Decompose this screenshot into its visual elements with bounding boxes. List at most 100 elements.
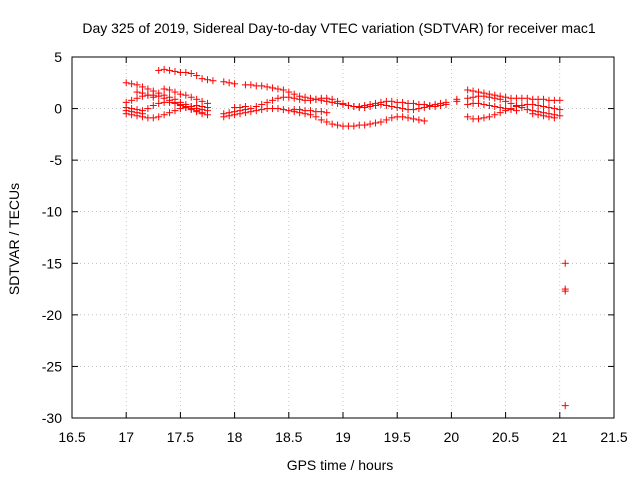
- data-point: [220, 113, 228, 121]
- data-point: [334, 97, 342, 105]
- y-tick-label: 0: [54, 101, 62, 117]
- x-tick-label: 19.5: [384, 429, 411, 445]
- data-point: [133, 88, 141, 96]
- data-point: [491, 94, 499, 102]
- data-point: [176, 105, 184, 113]
- data-point: [133, 94, 141, 102]
- data-point: [138, 83, 146, 91]
- x-axis-title: GPS time / hours: [287, 457, 394, 473]
- data-point: [176, 90, 184, 98]
- data-point: [323, 118, 331, 126]
- data-point: [556, 106, 564, 114]
- data-point: [556, 96, 564, 104]
- data-point: [420, 104, 428, 112]
- x-tick-label: 17: [118, 429, 134, 445]
- data-point: [399, 105, 407, 113]
- data-point: [198, 110, 206, 118]
- axis-ticks: [71, 56, 615, 419]
- data-point: [491, 111, 499, 119]
- data-point: [204, 111, 211, 119]
- data-point: [480, 92, 488, 100]
- data-point: [166, 86, 174, 94]
- data-point: [464, 86, 472, 94]
- data-point: [160, 111, 168, 119]
- data-point: [312, 95, 320, 103]
- data-point: [393, 104, 401, 112]
- data-point: [344, 101, 352, 109]
- data-point: [204, 99, 211, 107]
- data-point: [274, 105, 282, 113]
- data-point: [328, 95, 336, 103]
- data-point: [545, 104, 553, 112]
- x-tick-label: 19: [335, 429, 351, 445]
- data-point: [296, 106, 304, 114]
- data-point: [350, 103, 358, 111]
- data-point: [155, 113, 163, 121]
- y-tick-label: -15: [42, 255, 62, 271]
- data-point: [561, 287, 569, 295]
- data-point: [545, 113, 553, 121]
- data-point: [193, 95, 201, 103]
- data-point: [339, 99, 347, 107]
- data-point: [182, 68, 190, 76]
- data-point: [128, 108, 136, 116]
- data-point: [550, 114, 558, 122]
- data-point: [480, 114, 488, 122]
- data-point: [290, 94, 298, 102]
- data-point: [258, 106, 266, 114]
- y-tick-label: 5: [54, 49, 62, 65]
- data-point: [231, 111, 239, 119]
- data-point: [133, 81, 141, 89]
- data-point: [540, 103, 548, 111]
- data-point: [187, 70, 195, 78]
- data-point: [523, 94, 531, 102]
- data-point: [507, 106, 515, 114]
- data-point: [241, 103, 249, 111]
- data-point: [166, 66, 174, 74]
- data-point: [512, 107, 520, 115]
- data-point: [149, 101, 157, 109]
- data-point: [160, 65, 168, 73]
- data-point: [382, 101, 390, 109]
- data-point: [415, 105, 423, 113]
- data-point: [502, 105, 510, 113]
- data-point: [285, 107, 293, 115]
- data-point: [193, 72, 201, 80]
- data-point: [166, 98, 174, 106]
- data-point: [128, 96, 136, 104]
- data-point: [372, 101, 380, 109]
- data-point: [480, 100, 488, 108]
- data-point: [529, 110, 537, 118]
- data-point: [409, 106, 417, 114]
- y-tick-labels: 5 0 -5 -10 -15 -20 -25 -30: [42, 49, 62, 426]
- y-tick-label: -30: [42, 410, 62, 426]
- x-tick-labels: 16.5 17 17.5 18 18.5 19 19.5 20 20.5 21 21.5: [58, 429, 627, 445]
- data-point: [149, 93, 157, 101]
- data-point: [561, 259, 569, 267]
- data-point: [550, 105, 558, 113]
- data-point: [534, 101, 542, 109]
- data-point: [442, 100, 450, 108]
- data-point: [491, 103, 499, 111]
- data-point: [388, 103, 396, 111]
- data-point: [415, 116, 423, 124]
- data-point: [241, 109, 249, 117]
- data-point: [128, 80, 136, 88]
- data-point: [285, 93, 293, 101]
- y-tick-label: -25: [42, 358, 62, 374]
- data-point: [469, 87, 477, 95]
- data-point: [171, 67, 179, 75]
- data-point: [182, 91, 190, 99]
- data-point: [198, 75, 206, 83]
- data-point: [561, 402, 569, 410]
- data-point: [236, 110, 244, 118]
- data-point: [236, 104, 244, 112]
- data-point: [193, 101, 201, 109]
- data-point: [138, 110, 146, 118]
- data-point: [502, 97, 510, 105]
- x-tick-label: 18: [227, 429, 243, 445]
- data-point: [485, 93, 493, 101]
- data-point: [361, 104, 369, 112]
- data-point: [133, 109, 141, 117]
